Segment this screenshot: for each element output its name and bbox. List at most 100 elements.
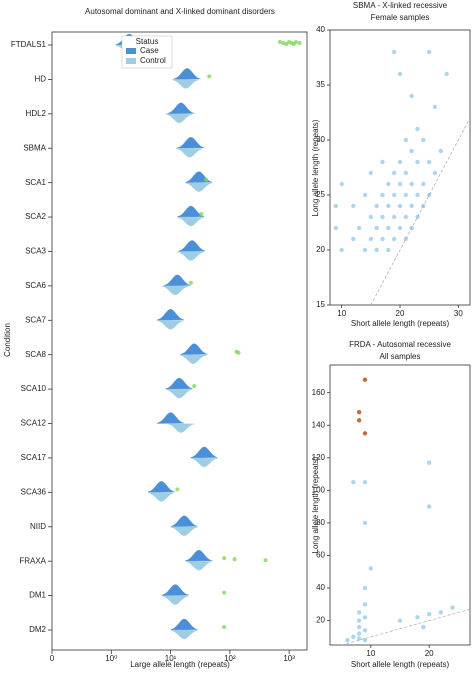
chart-subtitle: Female samples: [371, 13, 430, 22]
y-tick-label: SCA10: [21, 384, 47, 393]
outlier-point: [263, 558, 268, 563]
outlier-point: [204, 177, 209, 182]
violin-half: [176, 148, 204, 158]
scatter-point: [421, 137, 426, 143]
chart-title: Autosomal dominant and X-linked dominant…: [85, 7, 275, 16]
legend-swatch: [126, 58, 136, 64]
y-tick-label: 60: [316, 551, 325, 560]
scatter-point: [368, 170, 374, 176]
scatter-point: [397, 181, 403, 187]
scatter-point: [356, 631, 362, 636]
legend-label: Case: [140, 46, 159, 55]
chart-subtitle: All samples: [380, 352, 421, 361]
outlier-point: [199, 212, 204, 217]
scatter-point: [374, 225, 379, 231]
x-tick-label: 20: [396, 309, 405, 318]
scatter-point: [374, 203, 379, 209]
y-tick-label: 160: [312, 388, 326, 397]
y-tick-label: FTDALS1: [11, 40, 47, 49]
violin-half: [161, 584, 189, 596]
scatter-point: [339, 247, 344, 253]
reference-line: [370, 117, 470, 305]
plot-frame: [329, 29, 471, 306]
scatter-point: [351, 480, 356, 485]
violin-half: [177, 251, 205, 261]
y-tick-label: SCA8: [25, 350, 46, 359]
y-tick-label: 25: [316, 190, 325, 199]
violin-half: [167, 423, 195, 433]
violin-half: [157, 320, 184, 330]
scatter-point: [403, 236, 409, 242]
x-tick-label: 10⁰: [105, 654, 117, 663]
y-tick-label: DM2: [29, 625, 46, 634]
x-tick-label: 10¹: [165, 654, 177, 663]
scatter-point: [426, 611, 432, 617]
violin-half: [185, 560, 213, 571]
y-tick-label: DM1: [29, 591, 46, 600]
plot-area: [341, 608, 470, 645]
x-axis-label: Short allele length (repeats): [351, 319, 450, 328]
x-tick-label: 10²: [224, 654, 236, 663]
chart-title: FRDA - Autosomal recessive: [349, 340, 451, 349]
scatter-point: [426, 49, 432, 55]
scatter-point: [362, 520, 368, 526]
violin-half: [163, 274, 191, 287]
violin-half: [165, 113, 193, 124]
scatter-point: [397, 618, 403, 623]
scatter-point: [415, 615, 420, 620]
y-tick-label: 30: [316, 135, 325, 144]
y-tick-label: SCA6: [25, 281, 46, 290]
legend-title: Status: [136, 37, 159, 46]
outlier-point: [222, 625, 227, 629]
scatter-point: [415, 159, 420, 165]
scatter-point: [374, 247, 379, 253]
scatter-point: [391, 192, 397, 198]
violin-half: [170, 629, 198, 640]
scatter-point: [426, 504, 432, 509]
violin-half: [178, 240, 206, 252]
scatter-point: [391, 170, 397, 176]
scatter-point: [333, 203, 339, 209]
scatter-point: [409, 93, 414, 99]
y-tick-label: 40: [316, 583, 325, 592]
violin-half: [161, 595, 189, 605]
legend-label: Control: [140, 56, 166, 65]
violin-half: [190, 446, 218, 459]
scatter-point: [368, 566, 374, 571]
scatter-point: [432, 170, 438, 176]
y-tick-label: SCA12: [21, 419, 47, 428]
violin-half: [180, 343, 208, 355]
scatter-point: [362, 637, 368, 643]
scatter-point: [450, 605, 455, 610]
x-tick-label: 10³: [283, 654, 295, 663]
violin-half: [190, 457, 218, 468]
scatter-point: [397, 203, 403, 209]
scatter-point: [362, 628, 368, 633]
violin-half: [147, 481, 175, 493]
violin-half: [170, 526, 198, 536]
y-tick-label: HDL2: [26, 109, 47, 118]
violin-half: [165, 377, 193, 390]
outlier-point: [293, 40, 298, 44]
scatter-point: [415, 214, 420, 220]
outlier-point: [281, 41, 286, 45]
scatter-point: [356, 618, 362, 623]
scatter-point: [362, 431, 368, 436]
scatter-point: [362, 192, 368, 198]
y-tick-label: HD: [34, 75, 46, 84]
scatter-point: [386, 203, 391, 209]
y-axis-label: Long allele length (repeats): [311, 119, 320, 216]
scatter-point: [438, 148, 444, 154]
scatter-point: [409, 203, 414, 209]
x-tick-label: 0: [50, 654, 55, 663]
violin-half: [185, 182, 213, 192]
scatter-point: [403, 170, 409, 176]
outlier-point: [222, 590, 227, 595]
violin-half: [157, 309, 184, 321]
y-tick-label: SCA36: [21, 487, 47, 496]
y-tick-label: 100: [312, 485, 326, 494]
y-tick-label: 35: [316, 80, 325, 89]
x-tick-label: 10: [366, 649, 375, 658]
scatter-point: [386, 225, 391, 231]
x-tick-label: 30: [454, 309, 463, 318]
